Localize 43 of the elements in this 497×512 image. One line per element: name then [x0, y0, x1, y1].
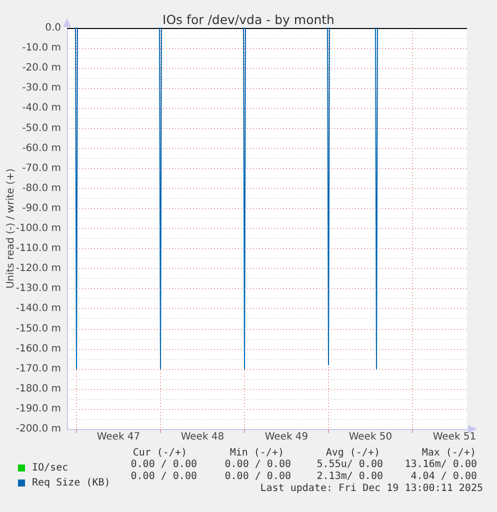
- y-tick-label: -40.0 m: [22, 102, 61, 114]
- text: 0.00 / 0.00: [224, 459, 291, 470]
- y-tick-label: -170.0 m: [16, 363, 61, 374]
- text: Max (-/+): [422, 448, 476, 458]
- legend-label: Req Size (KB): [32, 478, 110, 488]
- legend-label: IO/sec: [32, 462, 68, 474]
- y-tick-label: -110.0 m: [16, 243, 61, 254]
- y-tick-label: -160.0 m: [16, 343, 61, 354]
- text: Cur (-/+): [132, 448, 187, 458]
- y-tick-label: -80.0 m: [22, 182, 61, 194]
- x-tick-label: Week 51: [432, 432, 476, 442]
- y-tick-label: -70.0 m: [22, 162, 61, 174]
- text: 4.04 / 0.00: [410, 471, 477, 482]
- y-tick-label: 0.0: [45, 22, 61, 34]
- text: 0.00 / 0.00: [130, 459, 197, 470]
- text: 5.55u/ 0.00: [316, 459, 383, 470]
- y-tick-label: -190.0 m: [16, 403, 61, 414]
- y-axis-title: Units read (-) / write (+): [6, 168, 16, 289]
- text: Min (-/+): [230, 448, 284, 458]
- x-tick-label: Week 47: [96, 432, 140, 442]
- y-tick-label: -130.0 m: [16, 283, 61, 294]
- text: 0.00 / 0.00: [130, 471, 197, 482]
- y-tick-label: -50.0 m: [22, 122, 61, 134]
- text: Last update: Fri Dec 19 13:00:11 2025: [260, 483, 483, 494]
- y-tick-label: -10.0 m: [22, 42, 61, 54]
- y-tick-label: -60.0 m: [22, 142, 61, 154]
- text: 2.13m/ 0.00: [316, 471, 383, 482]
- y-tick-label: -120.0 m: [16, 263, 61, 274]
- y-tick-label: -20.0 m: [22, 62, 61, 74]
- text: 0.00 / 0.00: [224, 471, 291, 482]
- text: 13.16m/ 0.00: [404, 459, 477, 470]
- y-tick-label: -180.0 m: [16, 383, 61, 394]
- text: Avg (-/+): [326, 448, 380, 458]
- x-tick-label: Week 50: [348, 432, 392, 442]
- y-tick-label: -200.0 m: [16, 424, 61, 434]
- y-tick-label: -100.0 m: [16, 223, 61, 234]
- x-tick-label: Week 48: [180, 432, 224, 442]
- x-tick-label: Week 49: [264, 432, 308, 442]
- y-tick-label: -30.0 m: [22, 82, 61, 94]
- chart-title: IOs for /dev/vda - by month: [162, 12, 334, 27]
- y-tick-label: -150.0 m: [16, 323, 61, 334]
- y-tick-label: -140.0 m: [16, 303, 61, 314]
- y-tick-label: -90.0 m: [22, 202, 61, 214]
